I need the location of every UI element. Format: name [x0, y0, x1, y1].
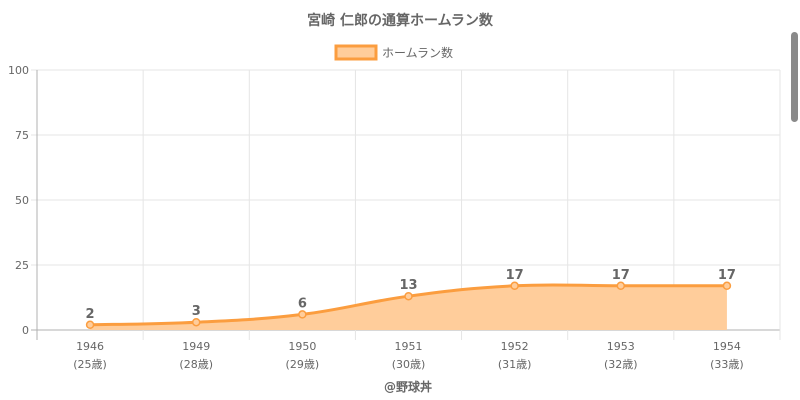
x-tick-sublabel: (29歳)	[286, 358, 320, 371]
x-tick-sublabel: (30歳)	[392, 358, 426, 371]
x-tick-label: 1952	[501, 340, 529, 353]
legend[interactable]: ホームラン数	[334, 44, 453, 61]
data-label: 17	[506, 268, 524, 283]
y-tick-label: 100	[8, 64, 29, 77]
series-area-fill	[90, 284, 727, 330]
x-axis-label: @野球丼	[384, 379, 432, 394]
x-tick-label: 1953	[607, 340, 635, 353]
data-point	[191, 317, 201, 327]
y-tick-label: 75	[15, 129, 29, 142]
data-label: 2	[86, 307, 95, 322]
x-tick-sublabel: (31歳)	[498, 358, 532, 371]
scrollbar-thumb[interactable]	[791, 32, 798, 122]
chart-title: 宮崎 仁郎の通算ホームラン数	[307, 12, 494, 29]
data-label: 17	[718, 268, 736, 283]
data-point	[616, 281, 626, 291]
data-point	[722, 281, 732, 291]
data-label: 13	[399, 278, 417, 293]
x-tick-sublabel: (32歳)	[604, 358, 638, 371]
x-tick-sublabel: (25歳)	[73, 358, 107, 371]
x-tick-label: 1946	[76, 340, 104, 353]
x-tick-label: 1949	[182, 340, 210, 353]
y-axis-ticks: 0 25 50 75 100	[8, 64, 29, 337]
data-point	[85, 320, 95, 330]
data-point	[404, 291, 413, 301]
x-tick-label: 1950	[288, 340, 316, 353]
data-label: 17	[612, 268, 630, 283]
data-point	[298, 310, 307, 319]
x-tick-sublabel: (33歳)	[710, 358, 744, 371]
legend-label: ホームラン数	[382, 45, 453, 60]
x-tick-sublabel: (28歳)	[179, 358, 213, 371]
data-label: 6	[298, 296, 307, 311]
data-point	[510, 281, 519, 291]
data-label: 3	[192, 304, 201, 319]
data-points	[85, 281, 732, 330]
x-axis-ticks: 1946 (25歳) 1949 (28歳) 1950 (29歳) 1951 (30歳) 1952…	[73, 340, 743, 371]
x-tick-label: 1951	[395, 340, 423, 353]
data-labels: 2 3 6 13 17 17 17	[86, 268, 736, 322]
grid	[31, 69, 781, 340]
y-tick-label: 25	[15, 259, 29, 272]
y-tick-label: 0	[22, 324, 29, 337]
y-tick-label: 50	[15, 194, 29, 207]
legend-swatch	[334, 44, 378, 61]
x-tick-label: 1954	[713, 340, 741, 353]
